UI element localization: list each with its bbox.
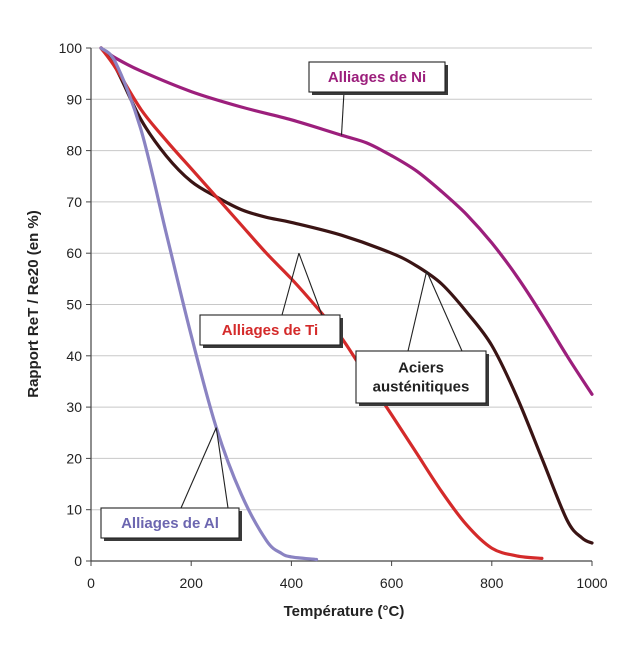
y-tick-label-90: 90 [66,91,82,107]
callout-leader [298,253,323,316]
callout-aciers-austenitiques: Aciers austénitiques [355,270,489,406]
x-axis-label: Température (°C) [284,603,405,620]
x-tick-label-200: 200 [180,575,204,591]
y-tick-label-30: 30 [66,399,82,415]
series-lines [99,46,594,562]
callout-leader [180,427,217,509]
y-tick-label-80: 80 [66,143,82,159]
y-tick-label-40: 40 [66,348,82,364]
y-tick-label-0: 0 [74,553,82,569]
x-tick-label-800: 800 [480,575,504,591]
series-line-alliages-de-ni [99,46,594,396]
callout-box [199,314,341,346]
callout-label: Alliages de Ti [222,322,318,339]
y-tick-label-50: 50 [66,297,82,313]
callout-alliages-de-ti: Alliages de Ti [199,253,343,348]
axes [86,47,593,566]
callout-leader [281,253,300,316]
callout-leader [426,270,463,352]
series-line-alliages-de-al [99,46,319,562]
callout-alliages-de-ni: Alliages de Ni [308,61,448,136]
callout-label: Aciers [398,360,444,377]
callout-label: Alliages de Ni [328,69,426,86]
x-tick-label-0: 0 [87,575,95,591]
x-tick-label-600: 600 [380,575,404,591]
callout-box [308,61,446,93]
callout-box [100,507,240,539]
series-line-aciers-austenitiques [99,46,594,545]
callout-box [355,350,487,404]
callout-leader [215,427,229,509]
y-tick-label-70: 70 [66,194,82,210]
x-tick-label-400: 400 [280,575,304,591]
callout-leader [340,91,345,136]
callout-leader [407,271,428,352]
callout-label: Alliages de Al [121,515,219,532]
callout-label: austénitiques [373,379,470,396]
y-axis-label: Rapport ReT / Re20 (en %) [25,210,42,398]
x-tick-label-1000: 1000 [576,575,607,591]
callouts: Alliages de Ni Alliages de Ti Aciers austén… [100,61,489,541]
series-line-alliages-de-ti [99,46,544,560]
y-tick-label-20: 20 [66,450,82,466]
y-tick-label-60: 60 [66,245,82,261]
y-tick-label-10: 10 [66,502,82,518]
callout-alliages-de-al: Alliages de Al [100,427,242,541]
y-tick-label-100: 100 [59,40,83,56]
